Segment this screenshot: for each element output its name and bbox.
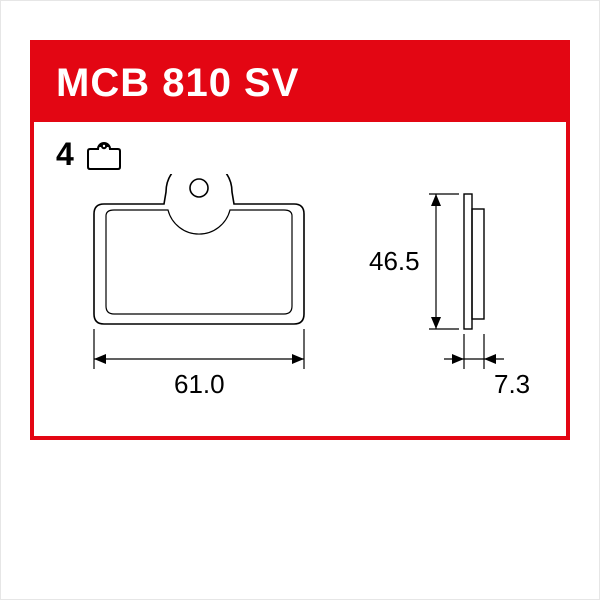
quantity-row: 4 — [56, 136, 124, 173]
width-label: 61.0 — [174, 369, 225, 400]
header-bar: MCB 810 SV — [34, 44, 566, 122]
height-label: 46.5 — [369, 246, 420, 277]
pad-side-view — [429, 194, 504, 369]
quantity-value: 4 — [56, 136, 74, 173]
thickness-label: 7.3 — [494, 369, 530, 400]
brake-pad-icon — [84, 139, 124, 171]
product-title: MCB 810 SV — [56, 61, 299, 106]
diagram-svg — [34, 174, 574, 434]
pad-front-view — [94, 174, 304, 369]
technical-diagram: 61.0 46.5 7.3 — [34, 174, 566, 434]
product-frame: MCB 810 SV 4 — [30, 40, 570, 440]
